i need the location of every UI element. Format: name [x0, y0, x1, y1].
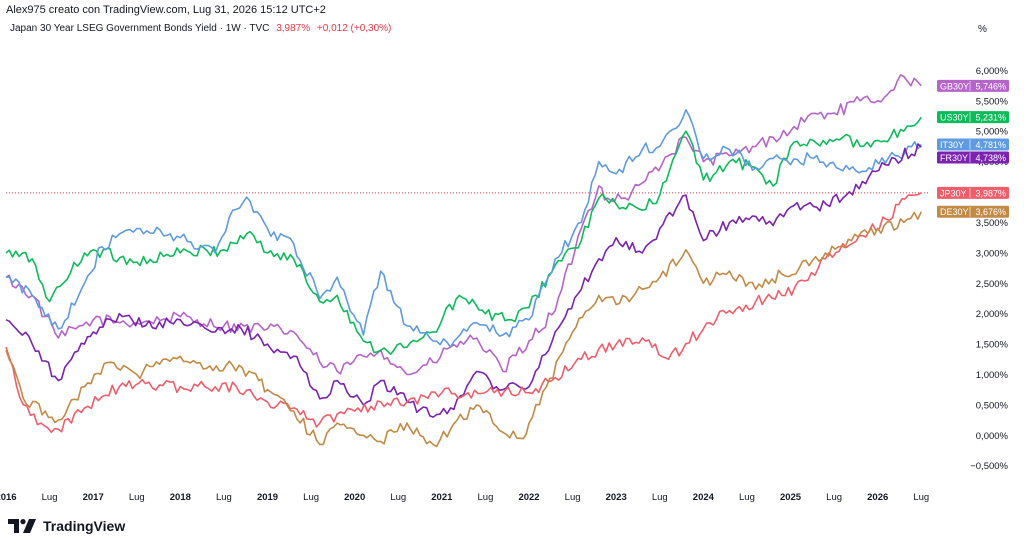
symbol-name: Japan 30 Year LSEG Government Bonds Yiel…	[10, 23, 270, 34]
x-tick-label: Lug	[390, 492, 406, 503]
y-tick-label: 0,000%	[976, 431, 1009, 442]
x-tick-label: Lug	[129, 492, 145, 503]
x-tick-label: Lug	[565, 492, 581, 503]
x-tick-label: 2016	[0, 492, 17, 503]
badge-value: 3,987%	[975, 188, 1006, 198]
x-axis: 2016 Lug 2017 Lug 2018 Lug 2019 Lug 2020 Lug 2021 L…	[0, 492, 929, 503]
unit-label: %	[978, 24, 987, 35]
badge-it30y: IT30Y 4,781%	[937, 138, 1009, 151]
y-tick-label: −0,500%	[970, 461, 1008, 472]
badge-bg	[937, 151, 1009, 164]
y-tick-label: 0,500%	[976, 400, 1009, 411]
x-tick-label: Lug	[913, 492, 929, 503]
badge-bg	[937, 138, 1009, 151]
last-value: 3,987%	[276, 23, 311, 34]
x-tick-label: 2022	[518, 492, 539, 503]
author-line: Alex975 creato con TradingView.com, Lug …	[6, 4, 326, 16]
badge-value: 5,231%	[975, 113, 1006, 123]
badge-name: DE30Y	[940, 207, 969, 217]
badge-value: 4,781%	[975, 140, 1006, 150]
x-tick-label: 2017	[83, 492, 104, 503]
y-tick-label: 5,000%	[976, 127, 1009, 138]
badge-name: US30Y	[940, 113, 969, 123]
tradingview-logo: TradingView	[8, 518, 125, 534]
x-tick-label: Lug	[303, 492, 319, 503]
tradingview-logo-icon	[8, 519, 36, 533]
badge-value: 5,746%	[975, 81, 1006, 91]
badge-jp30y: JP30Y 3,987%	[937, 186, 1009, 199]
y-tick-label: 1,500%	[976, 340, 1009, 351]
x-tick-label: 2025	[780, 492, 802, 503]
x-tick-label: Lug	[826, 492, 842, 503]
x-tick-label: Lug	[652, 492, 668, 503]
y-tick-label: 2,000%	[976, 309, 1009, 320]
x-tick-label: Lug	[739, 492, 755, 503]
x-tick-label: Lug	[216, 492, 232, 503]
badge-bg	[937, 186, 1009, 199]
badge-us30y: US30Y 5,231%	[937, 111, 1009, 124]
y-tick-label: 5,500%	[976, 96, 1009, 107]
badge-bg	[937, 111, 1009, 124]
badge-name: GB30Y	[940, 81, 969, 91]
series-line-it30y	[5, 109, 922, 348]
series-line-fr30y	[5, 143, 922, 418]
badge-name: JP30Y	[940, 188, 967, 198]
x-tick-label: 2024	[693, 492, 715, 503]
badge-name: FR30Y	[940, 153, 968, 163]
x-tick-label: Lug	[478, 492, 494, 503]
badge-name: IT30Y	[940, 140, 964, 150]
series-lines	[5, 74, 923, 448]
y-tick-label: 3,500%	[976, 218, 1009, 229]
badge-gb30y: GB30Y 5,746%	[937, 79, 1009, 92]
y-axis: −0,500% 0,000% 0,500% 1,000% 1,500% 2,000% 2,5…	[970, 66, 1008, 472]
symbol-legend: Japan 30 Year LSEG Government Bonds Yiel…	[10, 23, 391, 34]
y-tick-label: 2,500%	[976, 279, 1009, 290]
badge-de30y: DE30Y 3,676%	[937, 205, 1009, 218]
x-tick-label: 2021	[431, 492, 453, 503]
price-change: +0,012 (+0,30%)	[316, 23, 392, 34]
x-tick-label: 2019	[257, 492, 278, 503]
y-tick-label: 1,000%	[976, 370, 1009, 381]
x-tick-label: 2020	[344, 492, 365, 503]
badge-bg	[937, 79, 1009, 92]
x-tick-label: Lug	[42, 492, 58, 503]
badge-fr30y: FR30Y 4,738%	[937, 151, 1009, 164]
tradingview-brand: TradingView	[43, 518, 126, 534]
series-line-us30y	[5, 116, 922, 355]
badge-value: 4,738%	[975, 153, 1006, 163]
badge-value: 3,676%	[975, 207, 1006, 217]
series-line-jp30y	[5, 192, 922, 433]
y-tick-label: 6,000%	[976, 66, 1009, 77]
y-tick-label: 3,000%	[976, 248, 1009, 259]
badge-bg	[937, 205, 1009, 218]
x-tick-label: 2018	[170, 492, 191, 503]
last-value-badges: GB30Y 5,746% US30Y 5,231% IT30Y 4,781% FR30Y 4,…	[937, 79, 1009, 218]
series-line-gb30y	[5, 74, 922, 376]
x-tick-label: 2023	[606, 492, 627, 503]
series-line-de30y	[5, 211, 923, 448]
x-tick-label: 2026	[867, 492, 888, 503]
